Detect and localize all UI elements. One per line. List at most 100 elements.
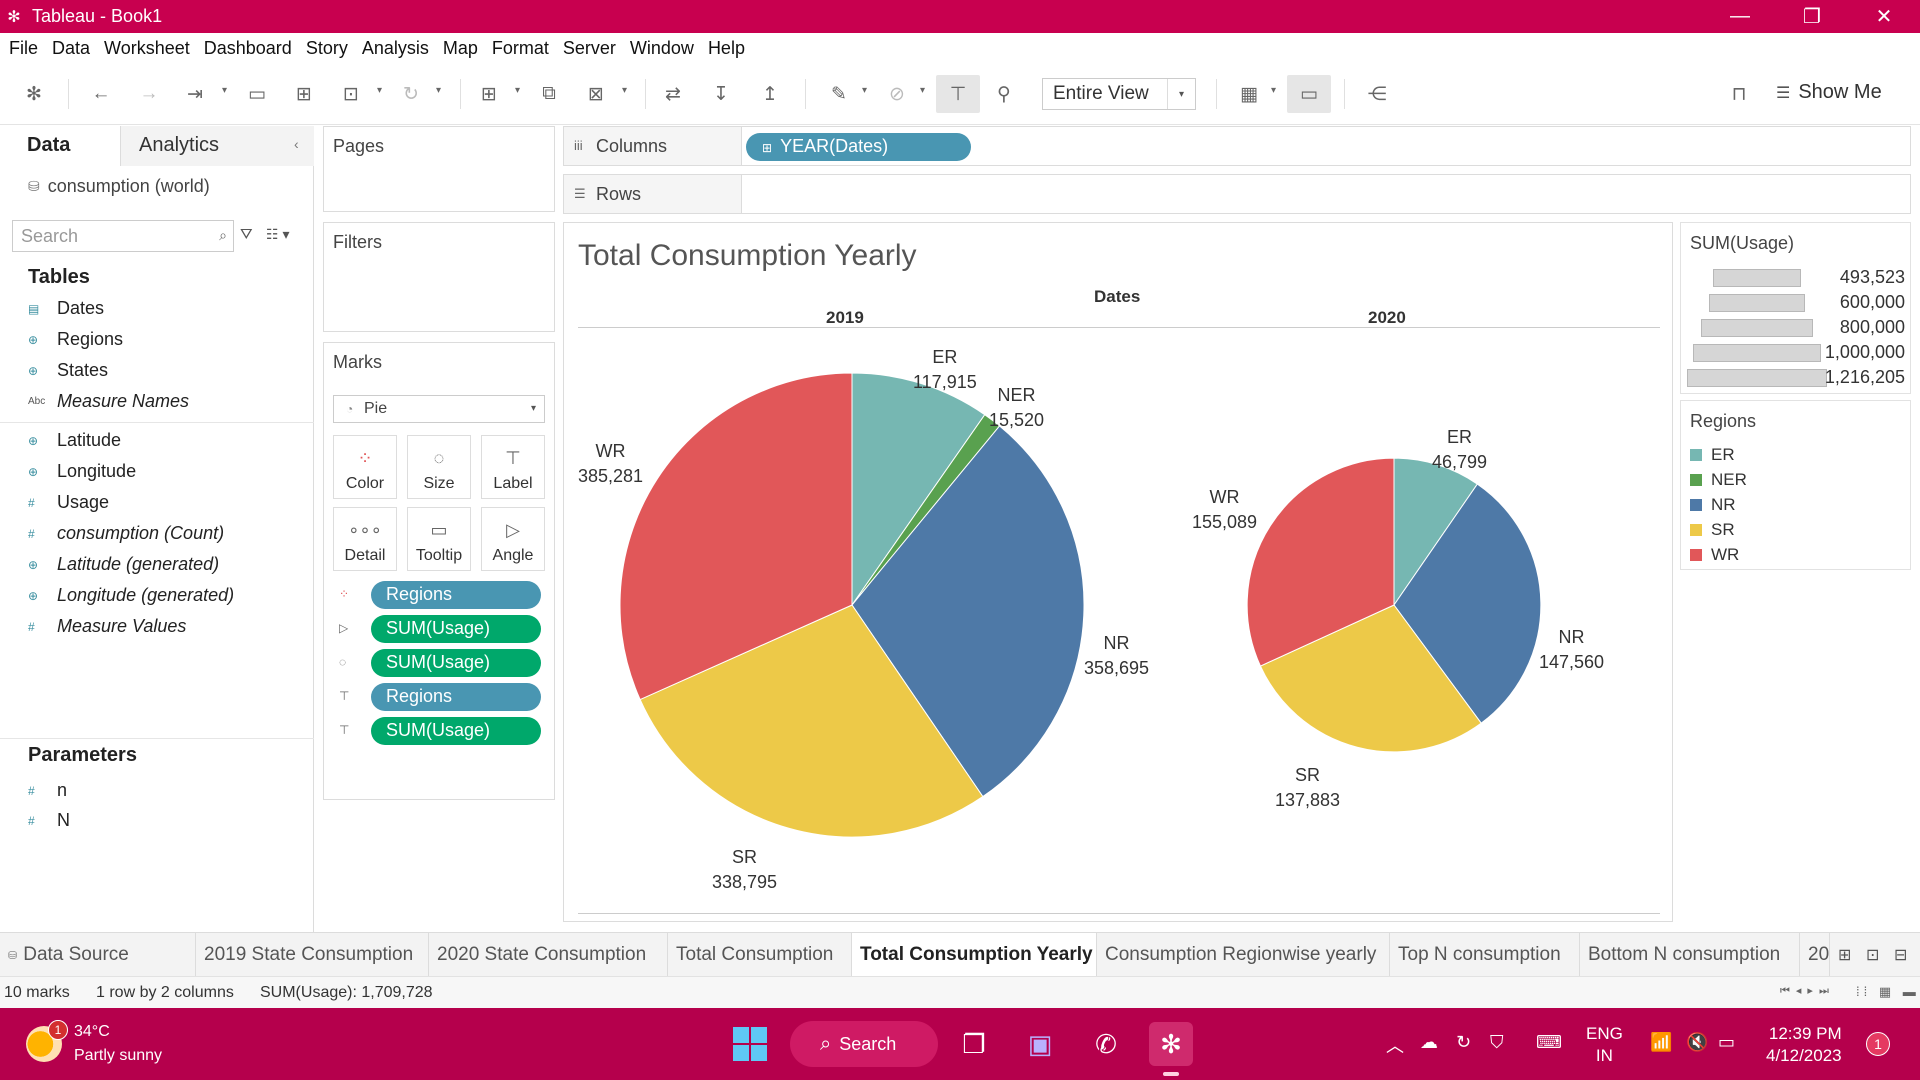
menu-format[interactable]: Format (491, 37, 549, 58)
regions-label-pill[interactable]: Regions (371, 683, 541, 711)
highlight-icon[interactable]: ✎ (831, 83, 847, 105)
color-legend[interactable]: Regions ER NER NR SR WR (1680, 400, 1911, 570)
show-cards-icon[interactable]: ▦ (1240, 83, 1258, 105)
onedrive-icon[interactable]: ☁ (1420, 1032, 1438, 1052)
save-icon[interactable]: ▭ (248, 83, 266, 105)
view-mode-icons[interactable]: ⁞⁞ ▦ ▬ (1856, 984, 1920, 999)
replay-caret-icon[interactable]: ▾ (222, 85, 228, 96)
columns-shelf[interactable]: iii Columns ⊞ YEAR(Dates) (563, 126, 1911, 166)
menu-server[interactable]: Server (562, 37, 616, 58)
fit-view-select[interactable]: Entire View ▾ (1042, 78, 1196, 110)
field-longitude[interactable]: ⊕ Longitude (28, 461, 136, 482)
clear-sheet-icon[interactable]: ⊠ (588, 83, 604, 105)
pages-card[interactable]: Pages (323, 126, 555, 212)
expand-plus-icon[interactable]: ⊞ (762, 141, 773, 155)
wifi-icon[interactable]: 📶 (1650, 1032, 1673, 1052)
language-indicator[interactable]: ENG IN (1586, 1023, 1623, 1067)
fix-axes-icon[interactable]: ⚲ (997, 83, 1011, 105)
legend-item-nr[interactable]: NR (1690, 493, 1890, 517)
legend-item-sr[interactable]: SR (1690, 518, 1890, 542)
year-header-2019[interactable]: 2019 (826, 308, 864, 327)
marks-size-button[interactable]: ◌ Size (407, 435, 471, 499)
data-search-input[interactable]: Search ⌕ (12, 220, 234, 252)
tab-bottom-n-consumption[interactable]: Bottom N consumption (1580, 933, 1800, 977)
pie-slice-2019-sr[interactable] (639, 604, 984, 838)
tab-top-n-consumption[interactable]: Top N consumption (1390, 933, 1580, 977)
keyboard-icon[interactable]: ⌨ (1536, 1032, 1562, 1052)
sort-descending-icon[interactable]: ↥ (762, 83, 778, 105)
tab-consumption-regionwise-yearly[interactable]: Consumption Regionwise yearly (1097, 933, 1390, 977)
tab-2019-state-consumption[interactable]: 2019 State Consumption (196, 933, 429, 977)
pie-slice-2019-er[interactable] (851, 372, 986, 607)
filters-card[interactable]: Filters (323, 222, 555, 332)
sheet-nav-arrows[interactable]: ⏮◂▸⏭ (1780, 985, 1835, 997)
new-worksheet-caret-icon[interactable]: ▾ (515, 85, 521, 96)
menu-help[interactable]: Help (707, 37, 745, 58)
pie-slice-2019-wr[interactable] (619, 372, 853, 701)
chart-title[interactable]: Total Consumption Yearly (578, 239, 917, 272)
field-states[interactable]: ⊕ States (28, 360, 108, 381)
parameter-n-lower[interactable]: # n (28, 780, 67, 801)
year-dates-pill[interactable]: ⊞ YEAR(Dates) (746, 133, 971, 161)
size-legend[interactable]: SUM(Usage) 493,523 600,000 800,000 1,000… (1680, 222, 1911, 394)
view-toggle-icon[interactable]: ☷ ▾ (266, 226, 290, 242)
sort-ascending-icon[interactable]: ↧ (713, 83, 729, 105)
teams-button[interactable]: ▣ (1018, 1022, 1062, 1066)
marks-angle-button[interactable]: ▷ Angle (481, 507, 545, 571)
menu-window[interactable]: Window (629, 37, 694, 58)
taskbar-search[interactable]: ⌕ Search (790, 1021, 938, 1067)
refresh-icon[interactable]: ↻ (403, 83, 419, 105)
pie-slice-2020-nr[interactable] (1393, 483, 1542, 724)
field-consumption-count[interactable]: # consumption (Count) (28, 523, 224, 544)
swap-rows-columns-icon[interactable]: ⇄ (665, 83, 681, 105)
minimize-button[interactable]: — (1730, 5, 1750, 27)
new-worksheet-icon[interactable]: ⊞ (1838, 947, 1852, 964)
speaker-muted-icon[interactable]: 🔇 (1686, 1032, 1709, 1052)
new-worksheet-icon[interactable]: ⊞ (481, 83, 497, 105)
pie-slice-2020-sr[interactable] (1259, 604, 1482, 753)
replay-icon[interactable]: ⇥ (187, 83, 203, 105)
usage-angle-pill[interactable]: SUM(Usage) (371, 615, 541, 643)
tab-2020-state-consumption[interactable]: 2020 State Consumption (429, 933, 668, 977)
highlight-caret-icon[interactable]: ▾ (862, 85, 868, 96)
new-dashboard-icon[interactable]: ⊡ (1866, 947, 1880, 964)
pause-caret-icon[interactable]: ▾ (377, 85, 383, 96)
pie-slice-2020-er[interactable] (1393, 457, 1479, 607)
field-latitude[interactable]: ⊕ Latitude (28, 430, 121, 451)
field-measure-names[interactable]: Abc Measure Names (28, 391, 189, 412)
usage-size-pill[interactable]: SUM(Usage) (371, 649, 541, 677)
clock[interactable]: 12:39 PM 4/12/2023 (1766, 1023, 1842, 1067)
collapse-pane-icon[interactable]: ‹ (294, 136, 299, 152)
new-story-icon[interactable]: ⊟ (1894, 947, 1908, 964)
battery-icon[interactable]: ▭ (1718, 1032, 1736, 1052)
year-header-2020[interactable]: 2020 (1368, 308, 1406, 327)
menu-map[interactable]: Map (442, 37, 478, 58)
tab-data[interactable]: Data (0, 126, 120, 166)
tableau-logo-icon[interactable]: ✻ (26, 83, 42, 105)
whatsapp-button[interactable]: ✆ (1084, 1022, 1128, 1066)
menu-worksheet[interactable]: Worksheet (104, 37, 190, 58)
share-icon[interactable]: ⋲ (1367, 83, 1387, 105)
show-me-button[interactable]: ☰ Show Me (1776, 81, 1882, 104)
group-members-icon[interactable]: ⊘ (889, 83, 905, 105)
field-latitude-generated[interactable]: ⊕ Latitude (generated) (28, 554, 219, 575)
tab-total-consumption-yearly[interactable]: Total Consumption Yearly (852, 933, 1097, 977)
chart-view[interactable]: Total Consumption Yearly Dates 2019 2020… (563, 222, 1673, 922)
show-cards-caret-icon[interactable]: ▾ (1271, 85, 1277, 96)
restore-button[interactable]: ❐ (1803, 6, 1821, 28)
security-shield-icon[interactable]: ⛉ (1490, 1032, 1504, 1052)
redo-icon[interactable]: → (139, 83, 159, 104)
legend-item-wr[interactable]: WR (1690, 543, 1890, 567)
undo-icon[interactable]: ← (91, 83, 111, 104)
menu-story[interactable]: Story (305, 37, 348, 58)
pause-updates-icon[interactable]: ⊡ (343, 83, 359, 105)
pie-slice-2020-wr[interactable] (1246, 457, 1395, 667)
field-longitude-generated[interactable]: ⊕ Longitude (generated) (28, 585, 234, 606)
pie-slice-2019-nr[interactable] (851, 425, 1085, 798)
tab-data-source[interactable]: ⛁ Data Source (0, 933, 196, 977)
tab-truncated[interactable]: 20 (1800, 933, 1830, 977)
tab-analytics[interactable]: Analytics (120, 126, 314, 166)
field-usage[interactable]: # Usage (28, 492, 109, 513)
marks-label-button[interactable]: ⊤ Label (481, 435, 545, 499)
parameter-n-upper[interactable]: # N (28, 810, 70, 831)
